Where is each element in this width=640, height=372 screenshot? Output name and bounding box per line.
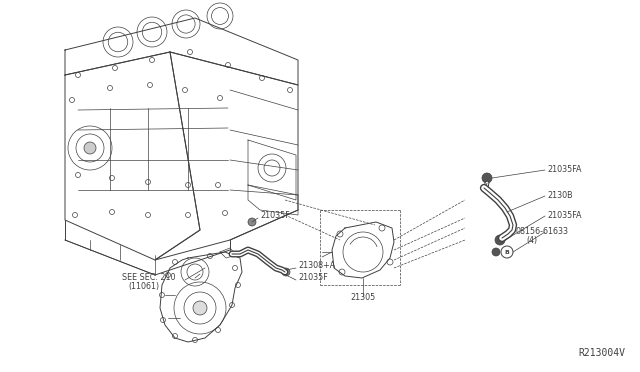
Text: B: B (504, 250, 509, 254)
Text: 21035F: 21035F (260, 211, 290, 219)
Text: 21035FA: 21035FA (547, 212, 582, 221)
Circle shape (84, 142, 96, 154)
Circle shape (248, 218, 256, 226)
Text: 21035F: 21035F (298, 273, 328, 282)
Text: 21308+A: 21308+A (298, 260, 335, 269)
Circle shape (282, 268, 290, 276)
Text: R213004V: R213004V (578, 348, 625, 358)
Circle shape (193, 301, 207, 315)
Text: 21035FA: 21035FA (547, 166, 582, 174)
Text: 2130B: 2130B (547, 192, 573, 201)
Text: (11061): (11061) (128, 282, 159, 291)
Circle shape (495, 235, 505, 245)
Text: SEE SEC. 210: SEE SEC. 210 (122, 273, 175, 282)
Circle shape (482, 173, 492, 183)
Text: 21305: 21305 (350, 293, 376, 302)
Circle shape (492, 248, 500, 256)
Text: (4): (4) (526, 237, 537, 246)
Text: 08156-61633: 08156-61633 (515, 228, 568, 237)
